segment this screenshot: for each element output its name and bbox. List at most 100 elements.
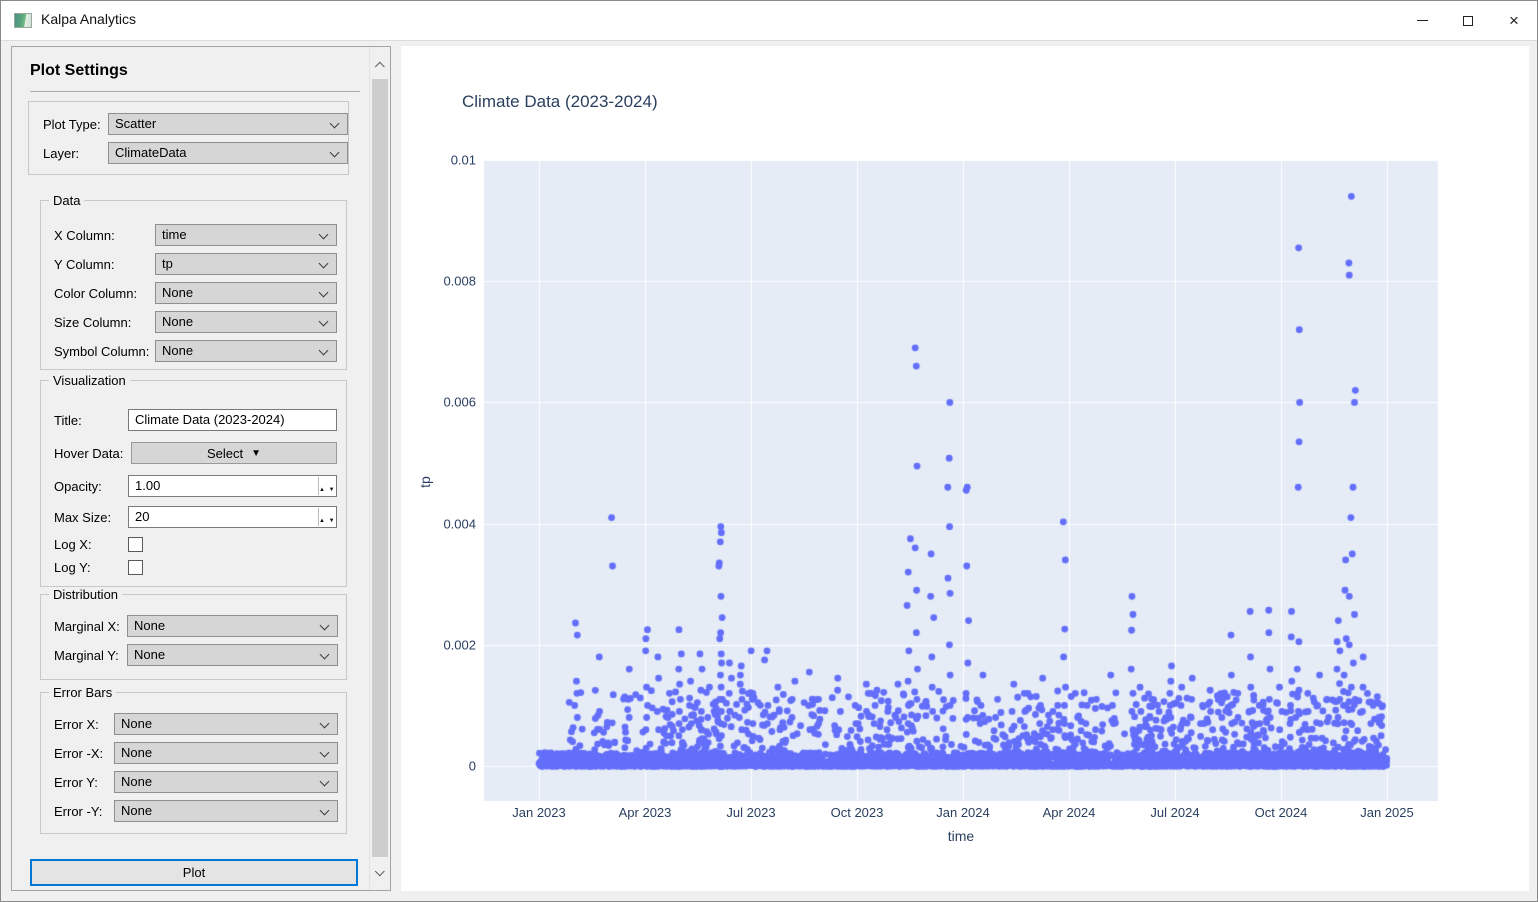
spin-up-button[interactable]: ▲ [319,487,325,493]
chevron-down-icon [329,118,340,129]
scroll-down-button[interactable] [370,862,390,884]
chevron-down-icon [319,776,330,787]
log-x-label: Log X: [54,537,92,552]
size-column-label: Size Column: [54,314,132,330]
layer-select[interactable]: ClimateData [108,142,348,164]
close-icon: × [1509,11,1519,30]
error-neg-y-value: None [121,803,153,818]
app-icon [14,13,32,28]
scatter-plot-canvas[interactable] [401,46,1529,891]
color-column-select[interactable]: None [155,282,337,304]
error-y-value: None [121,774,153,789]
spinner-buttons: ▲ ▼ [318,477,335,495]
error-neg-y-select[interactable]: None [114,800,338,822]
symbol-column-select[interactable]: None [155,340,337,362]
error-neg-x-value: None [121,745,153,760]
plot-type-label: Plot Type: [43,116,101,132]
chart-panel: Climate Data (2023-2024) tp time 0 0.002 0… [401,46,1529,891]
y-column-select[interactable]: tp [155,253,337,275]
y-tick-label: 0.008 [443,273,476,289]
color-column-label: Color Column: [54,285,138,301]
chevron-down-icon [318,345,329,356]
window-title: Kalpa Analytics [41,11,136,27]
x-tick-label: Jan 2024 [936,805,990,820]
symbol-column-label: Symbol Column: [54,343,150,359]
plot-type-value: Scatter [115,116,157,131]
x-tick-label: Oct 2024 [1254,805,1308,820]
hover-data-select-button[interactable]: Select ▼ [131,442,337,464]
x-column-value: time [162,227,187,242]
x-tick-label: Apr 2024 [1042,805,1096,820]
error-y-select[interactable]: None [114,771,338,793]
x-tick-label: Jan 2025 [1360,805,1414,820]
spin-down-button[interactable]: ▼ [328,487,335,493]
layer-value: ClimateData [115,145,187,160]
marginal-x-select[interactable]: None [127,615,338,637]
chevron-down-icon [318,229,329,240]
marginal-y-select[interactable]: None [127,644,338,666]
minimize-button[interactable] [1399,1,1445,40]
log-x-checkbox[interactable] [128,537,143,552]
visualization-group: Visualization Title: Climate Data (2023-… [40,373,347,587]
data-group: Data X Column: time Y Column: tp Color C… [40,193,347,370]
maximize-button[interactable] [1445,1,1491,40]
title-input[interactable]: Climate Data (2023-2024) [128,409,337,431]
title-input-value: Climate Data (2023-2024) [135,412,285,427]
max-size-value: 20 [135,509,150,524]
y-tick-label: 0 [468,758,476,774]
spin-down-button[interactable]: ▼ [328,518,335,524]
close-button[interactable]: × [1491,1,1537,40]
data-group-title: Data [49,193,85,208]
x-tick-label: Jul 2023 [726,805,776,820]
chevron-up-icon [374,61,385,72]
symbol-column-value: None [162,343,194,358]
y-column-value: tp [162,256,173,271]
plot-settings-panel: Plot Settings Plot Type: Scatter Layer: … [11,46,391,891]
titlebar: Kalpa Analytics × [1,1,1537,41]
error-x-select[interactable]: None [114,713,338,735]
log-y-checkbox[interactable] [128,560,143,575]
plot-button[interactable]: Plot [30,859,358,886]
chevron-down-icon [318,287,329,298]
x-column-select[interactable]: time [155,224,337,246]
chevron-down-icon [319,718,330,729]
opacity-value: 1.00 [135,478,161,493]
chevron-down-icon [319,649,330,660]
error-neg-x-select[interactable]: None [114,742,338,764]
title-label: Title: [54,412,82,428]
size-column-value: None [162,314,194,329]
marginal-x-label: Marginal X: [54,618,120,634]
x-tick-label: Jul 2024 [1150,805,1200,820]
layer-label: Layer: [43,145,80,161]
size-column-select[interactable]: None [155,311,337,333]
y-tick-label: 0.01 [450,152,476,168]
chevron-down-icon [318,258,329,269]
x-tick-label: Apr 2023 [618,805,672,820]
spinner-buttons: ▲ ▼ [318,508,335,526]
y-tick-label: 0.002 [443,637,476,653]
chart-title: Climate Data (2023-2024) [462,92,658,111]
error-neg-y-label: Error -Y: [54,803,103,819]
x-column-label: X Column: [54,227,115,243]
scroll-up-button[interactable] [370,53,390,75]
x-tick-label: Jan 2023 [512,805,566,820]
x-axis-title: time [947,828,975,844]
chevron-down-icon [319,805,330,816]
hover-data-button-label: Select [206,445,244,461]
scrollbar-thumb[interactable] [372,79,388,857]
sidebar-scrollbar[interactable] [369,47,389,890]
marginal-y-value: None [134,647,166,662]
dropdown-triangle-icon: ▼ [251,447,262,459]
plot-type-select[interactable]: Scatter [108,113,348,135]
chevron-down-icon [318,316,329,327]
y-column-label: Y Column: [54,256,115,272]
y-axis-title: tp [416,476,433,488]
max-size-spinbox[interactable]: 20 ▲ ▼ [128,506,337,528]
error-bars-group-title: Error Bars [49,685,117,700]
y-tick-label: 0.006 [443,394,476,410]
marginal-x-value: None [134,618,166,633]
chevron-down-icon [329,147,340,158]
spin-up-button[interactable]: ▲ [319,518,325,524]
opacity-spinbox[interactable]: 1.00 ▲ ▼ [128,475,337,497]
